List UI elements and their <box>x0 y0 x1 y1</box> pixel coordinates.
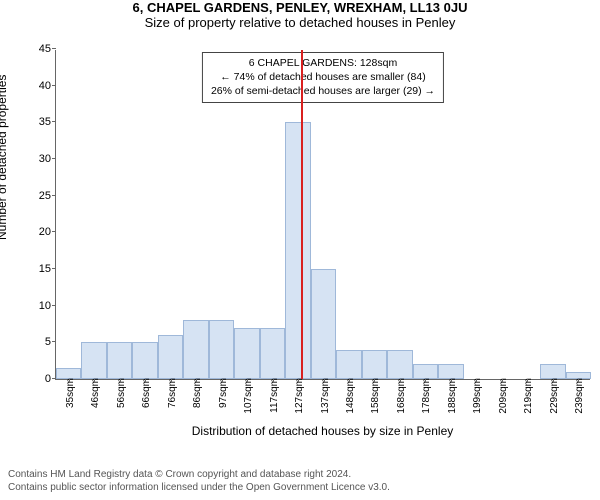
x-tick-mark <box>451 379 452 383</box>
histogram-bar <box>183 320 208 379</box>
x-tick-mark <box>273 379 274 383</box>
histogram-bar <box>362 350 387 379</box>
histogram-bar <box>311 269 336 379</box>
annotation-line: ← 74% of detached houses are smaller (84… <box>211 70 435 84</box>
marker-line <box>301 50 303 379</box>
x-tick-mark <box>349 379 350 383</box>
x-tick-mark <box>400 379 401 383</box>
y-tick-mark <box>52 341 56 342</box>
chart-container: Number of detached properties 6 CHAPEL G… <box>0 40 600 440</box>
x-tick-label: 137sqm <box>320 378 331 414</box>
x-tick-mark <box>425 379 426 383</box>
y-tick-mark <box>52 268 56 269</box>
x-tick-label: 239sqm <box>574 378 585 414</box>
histogram-bar <box>132 342 157 379</box>
x-tick-label: 86sqm <box>192 378 203 408</box>
x-tick-mark <box>94 379 95 383</box>
histogram-bar <box>158 335 183 379</box>
x-tick-label: 66sqm <box>141 378 152 408</box>
histogram-bar <box>260 328 285 379</box>
y-tick-label: 35 <box>21 116 51 128</box>
histogram-bar <box>234 328 259 379</box>
histogram-bar <box>438 364 463 379</box>
y-tick-label: 15 <box>21 263 51 275</box>
x-tick-label: 199sqm <box>472 378 483 414</box>
histogram-bar <box>209 320 234 379</box>
y-tick-mark <box>52 305 56 306</box>
y-tick-label: 5 <box>21 336 51 348</box>
x-tick-mark <box>298 379 299 383</box>
histogram-bar <box>413 364 438 379</box>
x-tick-mark <box>69 379 70 383</box>
x-tick-mark <box>196 379 197 383</box>
histogram-bar <box>81 342 106 379</box>
y-tick-label: 10 <box>21 300 51 312</box>
x-tick-label: 117sqm <box>269 378 280 413</box>
y-tick-mark <box>52 85 56 86</box>
x-tick-label: 168sqm <box>396 378 407 414</box>
x-tick-label: 97sqm <box>218 378 229 408</box>
x-tick-label: 158sqm <box>370 378 381 414</box>
footer-line1: Contains HM Land Registry data © Crown c… <box>8 468 390 481</box>
x-tick-label: 127sqm <box>294 378 305 414</box>
histogram-bar <box>285 122 310 379</box>
annotation-box: 6 CHAPEL GARDENS: 128sqm← 74% of detache… <box>202 52 444 103</box>
x-tick-mark <box>145 379 146 383</box>
x-tick-mark <box>120 379 121 383</box>
y-tick-label: 40 <box>21 80 51 92</box>
x-tick-mark <box>502 379 503 383</box>
histogram-bar <box>336 350 361 379</box>
y-tick-mark <box>52 195 56 196</box>
y-tick-mark <box>52 231 56 232</box>
footer-attribution: Contains HM Land Registry data © Crown c… <box>8 468 390 494</box>
annotation-line: 6 CHAPEL GARDENS: 128sqm <box>211 56 435 70</box>
y-tick-mark <box>52 158 56 159</box>
histogram-bar <box>107 342 132 379</box>
plot-area: 6 CHAPEL GARDENS: 128sqm← 74% of detache… <box>55 50 590 380</box>
x-tick-label: 76sqm <box>167 378 178 408</box>
x-tick-mark <box>171 379 172 383</box>
x-tick-label: 219sqm <box>523 378 534 414</box>
x-tick-label: 209sqm <box>498 378 509 414</box>
footer-line2: Contains public sector information licen… <box>8 481 390 494</box>
y-tick-label: 45 <box>21 43 51 55</box>
histogram-bar <box>387 350 412 379</box>
x-tick-label: 107sqm <box>243 378 254 414</box>
x-tick-mark <box>553 379 554 383</box>
y-tick-mark <box>52 121 56 122</box>
x-tick-mark <box>578 379 579 383</box>
y-tick-label: 0 <box>21 373 51 385</box>
x-tick-label: 148sqm <box>345 378 356 414</box>
x-axis-label: Distribution of detached houses by size … <box>55 424 590 438</box>
x-tick-mark <box>476 379 477 383</box>
x-tick-label: 56sqm <box>116 378 127 408</box>
x-tick-label: 46sqm <box>90 378 101 408</box>
y-tick-mark <box>52 48 56 49</box>
x-tick-label: 178sqm <box>421 378 432 414</box>
x-tick-label: 229sqm <box>549 378 560 414</box>
y-tick-label: 30 <box>21 153 51 165</box>
y-tick-label: 25 <box>21 190 51 202</box>
x-tick-mark <box>222 379 223 383</box>
page-subtitle: Size of property relative to detached ho… <box>0 15 600 30</box>
annotation-line: 26% of semi-detached houses are larger (… <box>211 84 435 98</box>
x-tick-mark <box>374 379 375 383</box>
page-title: 6, CHAPEL GARDENS, PENLEY, WREXHAM, LL13… <box>0 0 600 15</box>
histogram-bar <box>540 364 565 379</box>
x-tick-mark <box>247 379 248 383</box>
y-tick-label: 20 <box>21 226 51 238</box>
x-tick-label: 35sqm <box>65 378 76 408</box>
y-axis-label: Number of detached properties <box>0 75 9 240</box>
x-tick-label: 188sqm <box>447 378 458 414</box>
x-tick-mark <box>527 379 528 383</box>
x-tick-mark <box>324 379 325 383</box>
